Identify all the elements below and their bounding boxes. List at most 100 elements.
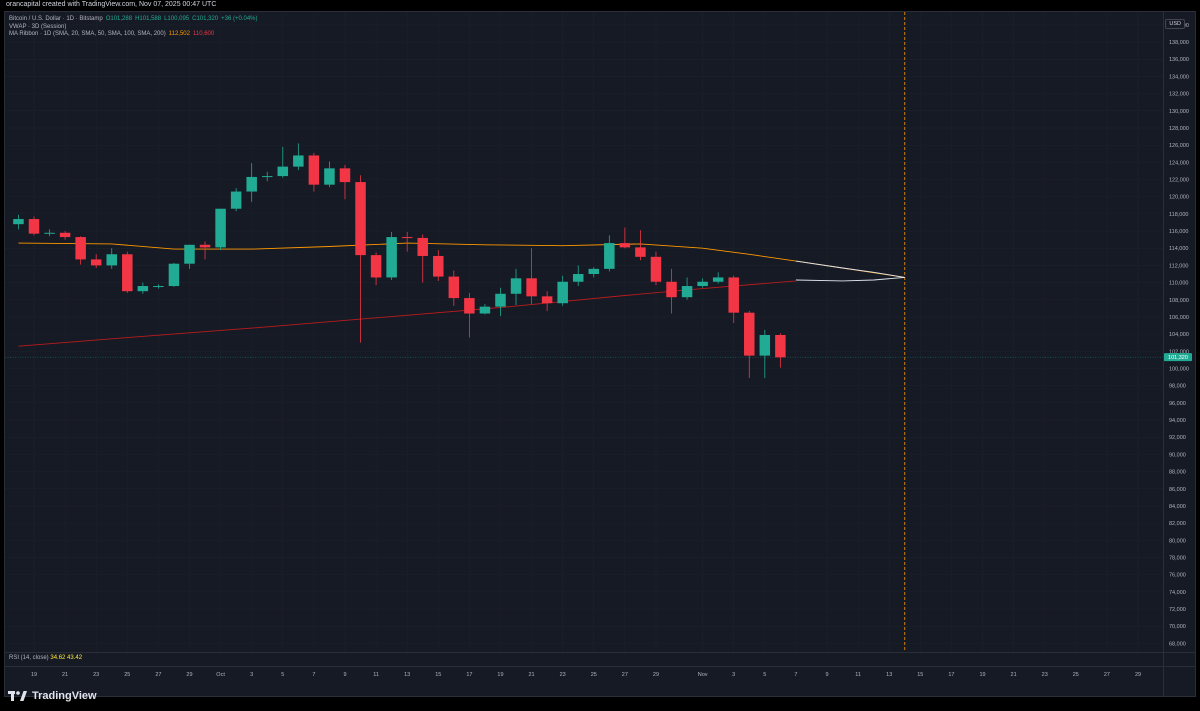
candle-body	[277, 166, 289, 177]
candle-body	[588, 268, 600, 275]
candle-body	[401, 237, 413, 239]
rsi-value-1: 34.62	[50, 655, 66, 661]
y-tick-label: 130,000	[1169, 109, 1189, 115]
x-tick-label: 9	[343, 672, 346, 678]
y-tick-label: 88,000	[1169, 470, 1186, 476]
candle-body	[697, 281, 708, 287]
x-tick-label: 5	[763, 672, 766, 678]
ohlc-close: C101,320	[192, 16, 219, 22]
candle-body	[433, 255, 444, 277]
x-tick-label: 27	[622, 672, 628, 678]
y-tick-label: 92,000	[1169, 435, 1186, 441]
chart-legend: Bitcoin / U.S. Dollar · 1D · Bitstamp O1…	[9, 16, 258, 39]
candle-body	[744, 312, 755, 356]
ohlc-high: H101,588	[135, 16, 162, 22]
current-price-tag-bg	[1164, 353, 1192, 362]
tradingview-brand: TradingView	[32, 690, 97, 702]
candle-body	[75, 237, 86, 260]
tradingview-logo[interactable]: TradingView	[8, 690, 97, 702]
y-tick-label: 98,000	[1169, 384, 1186, 390]
y-tick-label: 114,000	[1169, 246, 1188, 252]
vwap-label[interactable]: VWAP · 3D (Session)	[9, 23, 67, 30]
candle-body	[355, 182, 366, 256]
x-tick-label: 17	[948, 672, 954, 678]
candle-body	[90, 259, 102, 266]
chart-panel[interactable]: 68,000 70,000 72,000 74,000 76,000 78,000 80,0…	[4, 11, 1196, 697]
x-tick-label: Nov	[698, 672, 708, 678]
candle-body	[246, 176, 257, 192]
x-tick-label: 15	[917, 672, 923, 678]
x-tick-label: 15	[435, 672, 441, 678]
candle-body	[106, 254, 117, 266]
rsi-label: RSI (14, close)	[9, 655, 49, 661]
y-tick-label: 106,000	[1169, 315, 1189, 321]
vwap-row[interactable]: VWAP · 3D (Session)	[9, 24, 258, 32]
y-tick-label: 82,000	[1169, 521, 1186, 527]
candle-body	[59, 232, 71, 238]
y-tick-label: 128,000	[1169, 126, 1189, 132]
x-tick-label: 11	[373, 672, 379, 678]
candle-body	[728, 277, 739, 313]
tradingview-logo-icon	[8, 691, 27, 701]
x-tick-label: 23	[1042, 672, 1048, 678]
x-tick-label: 23	[560, 672, 566, 678]
y-tick-label: 96,000	[1169, 401, 1186, 407]
y-tick-label: 138,000	[1169, 40, 1189, 46]
x-tick-label: 7	[312, 672, 315, 678]
price-chart-svg[interactable]: 68,000 70,000 72,000 74,000 76,000 78,000 80,0…	[5, 12, 1195, 696]
candle-body	[137, 286, 149, 292]
y-tick-label: 108,000	[1169, 298, 1189, 304]
y-tick-label: 80,000	[1169, 538, 1186, 544]
rsi-legend[interactable]: RSI (14, close) 34.62 43.42	[9, 655, 82, 661]
candle-body	[168, 263, 180, 287]
x-tick-label: 25	[591, 672, 597, 678]
y-tick-label: 78,000	[1169, 556, 1186, 562]
ohlc-change: +36 (+0.04%)	[221, 16, 258, 22]
x-tick-label: 3	[732, 672, 735, 678]
x-tick-label: 29	[653, 672, 659, 678]
y-tick-label: 110,000	[1169, 281, 1188, 287]
ma-ribbon-row[interactable]: MA Ribbon · 1D (SMA, 20, SMA, 50, SMA, 1…	[9, 31, 258, 39]
series-line-vwap-lower	[795, 276, 905, 282]
symbol-title[interactable]: Bitcoin / U.S. Dollar · 1D · Bitstamp	[9, 16, 103, 22]
y-tick-label: 126,000	[1169, 143, 1189, 149]
candle-body	[13, 219, 24, 225]
candle-body	[666, 281, 677, 298]
candle-body	[184, 244, 195, 264]
ohlc-open: O101,288	[105, 16, 133, 22]
x-tick-label: 21	[62, 672, 68, 678]
candle-body	[324, 168, 335, 185]
candle-body	[386, 237, 397, 278]
current-price-tag-text: 101,320	[1168, 355, 1188, 361]
y-tick-label: 116,000	[1169, 229, 1188, 235]
y-tick-label: 84,000	[1169, 504, 1186, 510]
candle-body	[526, 278, 537, 297]
candle-body	[495, 293, 506, 307]
ma-ribbon-label[interactable]: MA Ribbon · 1D (SMA, 20, SMA, 50, SMA, 1…	[9, 31, 166, 37]
candle-body	[775, 335, 786, 358]
x-tick-label: 11	[855, 672, 861, 678]
candle-body	[479, 306, 491, 314]
candle-body	[199, 244, 211, 248]
currency-badge[interactable]: USD	[1165, 19, 1185, 29]
x-tick-label: 7	[794, 672, 797, 678]
x-tick-label: 25	[1073, 672, 1079, 678]
candle-body	[681, 286, 693, 298]
candle-body	[153, 286, 164, 288]
candle-body	[510, 278, 522, 294]
y-tick-label: 118,000	[1169, 212, 1188, 218]
y-tick-label: 100,000	[1169, 367, 1189, 373]
candle-body	[28, 219, 40, 234]
candle-body	[261, 176, 273, 178]
y-tick-label: 104,000	[1169, 332, 1189, 338]
candle-body	[572, 274, 584, 282]
x-tick-label: 27	[1104, 672, 1110, 678]
x-tick-label: 23	[93, 672, 99, 678]
y-tick-label: 86,000	[1169, 487, 1186, 493]
x-tick-label: 13	[886, 672, 892, 678]
x-tick-label: 9	[825, 672, 828, 678]
plot-background	[5, 12, 1195, 696]
candle-body	[635, 247, 646, 257]
symbol-row[interactable]: Bitcoin / U.S. Dollar · 1D · Bitstamp O1…	[9, 16, 258, 24]
